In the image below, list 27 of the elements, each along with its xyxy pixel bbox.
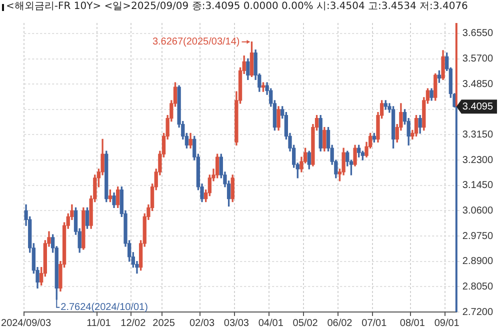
y-tick-label: 3.0600 — [462, 205, 494, 216]
y-tick-label: 2.7200 — [462, 306, 494, 318]
y-tick-label: 2.8050 — [462, 281, 494, 292]
chart-title: <해외금리-FR 10Y> <일>2025/09/09 종:3.4095 0.0000 0.00% 시:3.4504 고:3.4534 저:3.4076 — [6, 0, 468, 14]
x-tick-label: 11/01 — [86, 318, 112, 329]
annotation: 2.7624(2024/10/01) — [60, 302, 148, 314]
y-tick-label: 3.4850 — [462, 78, 494, 90]
x-tick-label: 08/01 — [400, 318, 426, 329]
y-tick-label: 3.6550 — [462, 28, 494, 40]
y-tick-label: 2.8900 — [462, 256, 494, 268]
x-tick-label: 02/03 — [189, 318, 215, 329]
x-tick-label: 07/01 — [362, 318, 388, 329]
x-tick-label: 04/01 — [258, 318, 284, 329]
x-tick-label: 06/02 — [327, 318, 353, 329]
y-tick-label: 2.9750 — [462, 230, 494, 242]
x-tick-label: 2024/09/03 — [1, 318, 52, 329]
x-tick-label: 03/03 — [224, 318, 250, 329]
x-tick-label: 2025 — [152, 318, 176, 329]
y-tick-label: 3.1450 — [462, 180, 494, 192]
y-tick-label: 3.5700 — [462, 54, 494, 65]
x-tick-label: 05/02 — [292, 318, 318, 329]
y-tick-label: 3.2300 — [462, 154, 494, 166]
y-tick-label: 3.3150 — [462, 129, 494, 140]
x-tick-label: 09/01 — [434, 318, 460, 329]
text: 3.4095 — [462, 101, 494, 112]
annotation: 3.6267(2025/03/14) — [152, 36, 240, 48]
x-tick-label: 12/02 — [120, 318, 146, 329]
